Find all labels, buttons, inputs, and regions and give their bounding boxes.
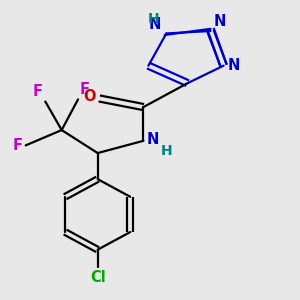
Text: Cl: Cl (90, 270, 106, 285)
Text: N: N (149, 17, 161, 32)
Text: O: O (83, 89, 96, 104)
Text: N: N (214, 14, 226, 29)
Text: H: H (160, 145, 172, 158)
Text: N: N (147, 132, 159, 147)
Text: F: F (12, 138, 22, 153)
Text: F: F (80, 82, 90, 97)
Text: N: N (227, 58, 240, 73)
Text: F: F (33, 84, 43, 99)
Text: H: H (148, 12, 159, 26)
